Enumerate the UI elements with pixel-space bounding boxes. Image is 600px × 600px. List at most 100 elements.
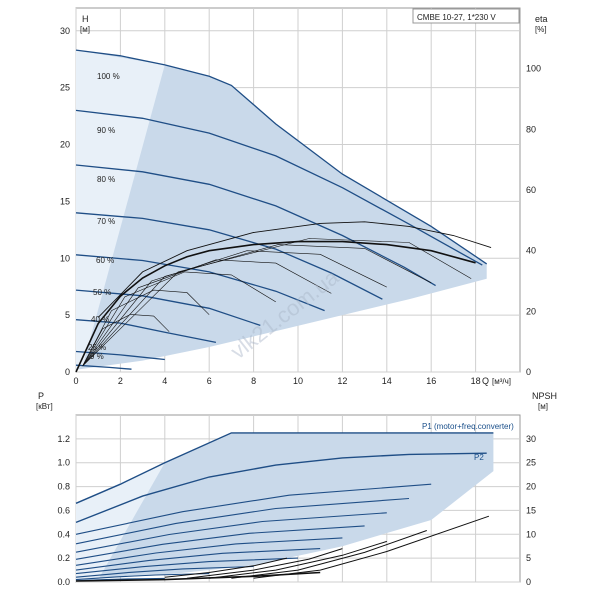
y-axis-label-eta: eta [535, 14, 548, 24]
qh-curve-8 [75, 364, 132, 370]
eta-y-tick: 60 [526, 185, 536, 195]
power-family-0 [75, 483, 432, 535]
npsh-curves [75, 515, 490, 582]
qh-y-tick: 15 [60, 196, 70, 206]
eta-curves [75, 221, 492, 373]
speed-label-90: 90 % [97, 126, 115, 135]
speed-label-50: 50 % [93, 288, 111, 297]
speed-label-70: 70 % [97, 217, 115, 226]
npsh-curve-1 [186, 548, 343, 579]
npsh-y-tick: 0 [526, 577, 531, 587]
y-axis-unit-eta: [%] [535, 25, 547, 34]
qh-x-tick: 14 [382, 376, 392, 386]
power-y-tick: 0.0 [57, 577, 70, 587]
power-operating-area [76, 432, 494, 581]
qh-curve-0 [75, 49, 488, 265]
qh-area-light [76, 50, 165, 369]
eta-y-tick: 0 [526, 367, 531, 377]
qh-x-tick: 4 [162, 376, 167, 386]
speed-label-100: 100 % [97, 72, 120, 81]
x-axis-unit-q: [м³/ч] [492, 377, 511, 386]
npsh-curve-3 [231, 530, 427, 579]
qh-curve-1 [75, 109, 483, 266]
npsh-curve-0 [164, 557, 288, 578]
power-family-1 [75, 497, 410, 545]
power-y-tick: 1.2 [57, 434, 70, 444]
qh-curve-4 [75, 254, 325, 312]
power-family-3 [75, 525, 365, 560]
npsh-y-tick: 20 [526, 482, 536, 492]
qh-x-tick: 8 [251, 376, 256, 386]
eta-y-tick: 20 [526, 306, 536, 316]
p1-label: P1 (motor+freq.converter) [422, 422, 514, 431]
qh-area [76, 50, 487, 370]
speed-label-25: 25 % [88, 343, 106, 352]
qh-y-tick: 20 [60, 140, 70, 150]
qh-curves [75, 49, 488, 370]
speed-label-60: 60 % [96, 256, 114, 265]
y-axis-label-npsh: NPSH [532, 391, 557, 401]
power-family-6 [75, 557, 299, 575]
power-y-tick: 1.0 [57, 458, 70, 468]
qh-curve-3 [75, 212, 383, 300]
qh-operating-area [76, 50, 487, 370]
eta-arc-6 [82, 238, 472, 367]
speed-label-9: 9 % [90, 352, 104, 361]
qh-curve-5 [75, 289, 261, 327]
qh-tick-labels: 0 2 4 6 8 10 12 14 16 18 0 5 10 15 20 25 30 0 20 40 60 80 100 [60, 26, 541, 386]
eta-y-tick: 40 [526, 246, 536, 256]
qh-x-tick: 18 [471, 376, 481, 386]
x-axis-label-q: Q [482, 376, 489, 386]
power-series-0 [75, 432, 494, 504]
qh-y-tick: 25 [60, 83, 70, 93]
y-axis-label-p: P [38, 391, 44, 401]
power-family-2 [75, 512, 387, 553]
npsh-y-tick: 25 [526, 458, 536, 468]
eta-y-tick: 80 [526, 124, 536, 134]
power-curves [75, 432, 494, 582]
eta-y-tick: 100 [526, 64, 541, 74]
power-area [76, 432, 494, 580]
y-axis-unit-p: [кВт] [36, 402, 53, 411]
y-axis-unit-h: [м] [80, 25, 90, 34]
power-family-8 [75, 573, 210, 581]
npsh-y-tick: 15 [526, 505, 536, 515]
qh-x-tick: 0 [73, 376, 78, 386]
eta-arc-0 [82, 314, 170, 367]
power-npsh-panel: 0.0 0.2 0.4 0.6 0.8 1.0 1.2 0 5 10 15 20 25 30 P [кВт… [36, 391, 557, 587]
eta-curve [75, 240, 476, 373]
eta-upper-curve [97, 221, 492, 318]
qh-curve-6 [75, 319, 217, 344]
y-axis-label-h: H [82, 14, 89, 24]
model-label: CMBE 10-27, 1*230 V [417, 13, 496, 22]
qh-eta-panel: 0 2 4 6 8 10 12 14 16 18 0 5 10 15 20 25 30 0 20 40 60 80 100 … [60, 7, 548, 386]
qh-curve-2 [75, 164, 436, 287]
power-tick-labels: 0.0 0.2 0.4 0.6 0.8 1.0 1.2 0 5 10 15 20 25 30 [57, 434, 536, 587]
speed-label-40: 40 % [91, 315, 109, 324]
npsh-curve-2 [209, 540, 387, 579]
qh-x-tick: 2 [118, 376, 123, 386]
power-series-1 [75, 452, 487, 524]
power-y-tick: 0.2 [57, 553, 70, 563]
qh-y-tick: 10 [60, 253, 70, 263]
eta-arc-4 [82, 250, 387, 367]
npsh-y-tick: 10 [526, 529, 536, 539]
npsh-y-tick: 30 [526, 434, 536, 444]
power-y-tick: 0.8 [57, 482, 70, 492]
model-box [412, 8, 520, 24]
eta-arc-5 [82, 244, 432, 367]
npsh-base [75, 571, 321, 582]
eta-arc-2 [82, 271, 276, 367]
eta-arc-3 [82, 259, 332, 367]
qh-y-tick: 0 [65, 367, 70, 377]
qh-x-tick: 16 [426, 376, 436, 386]
power-y-tick: 0.6 [57, 505, 70, 515]
qh-x-tick: 6 [207, 376, 212, 386]
qh-x-tick: 10 [293, 376, 303, 386]
qh-x-tick: 12 [337, 376, 347, 386]
npsh-y-tick: 5 [526, 553, 531, 563]
eta-arc-1 [82, 289, 210, 367]
qh-y-tick: 5 [65, 310, 70, 320]
power-family-4 [75, 537, 343, 566]
power-family-5 [75, 548, 321, 571]
